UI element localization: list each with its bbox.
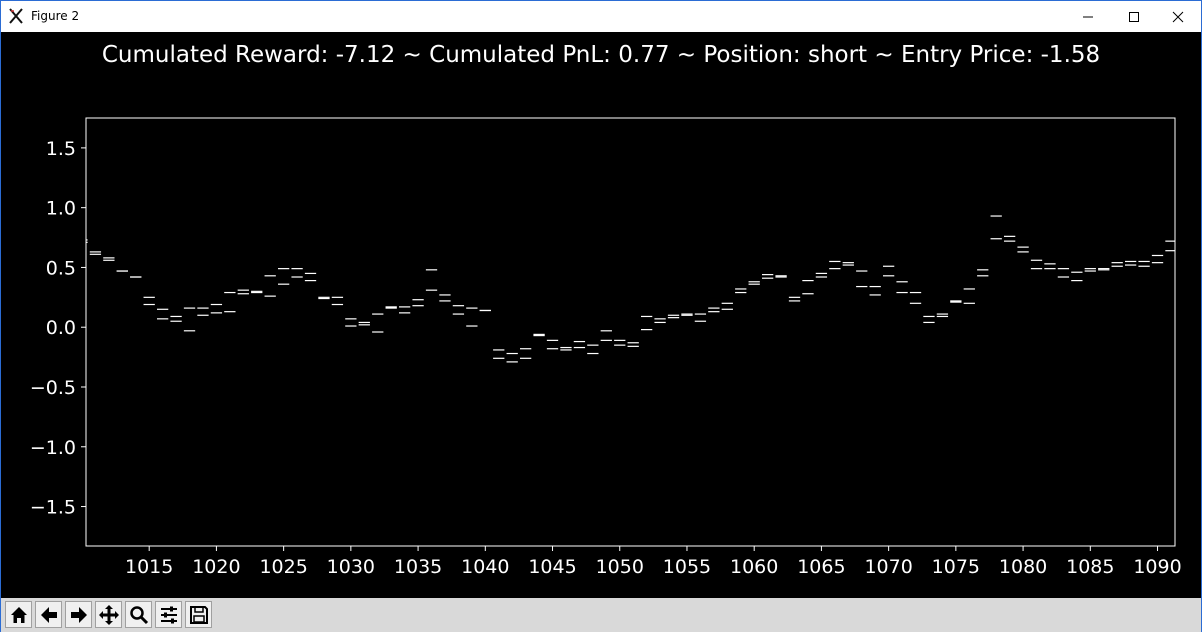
x-tick-label: 1065 (797, 556, 845, 578)
x-tick-label: 1020 (192, 556, 240, 578)
axes-frame (85, 117, 1176, 547)
configure-subplots-button[interactable] (155, 601, 182, 628)
axis-ticks: 1015 1020 1025 1030 1035 1040 1045 1050 1055 1060… (30, 138, 1182, 578)
figure-canvas[interactable]: Cumulated Reward: -7.12 ~ Cumulated PnL:… (1, 32, 1201, 598)
maximize-button[interactable] (1111, 1, 1157, 32)
x-tick-label: 1060 (730, 556, 778, 578)
forward-button[interactable] (65, 601, 92, 628)
window-title: Figure 2 (31, 9, 80, 23)
x-tick-label: 1070 (864, 556, 912, 578)
back-icon (40, 606, 57, 623)
x-tick-label: 1090 (1133, 556, 1181, 578)
close-icon (1172, 11, 1184, 22)
save-button[interactable] (185, 601, 212, 628)
y-tick-label: −0.5 (30, 377, 76, 399)
y-tick-label: −1.0 (30, 437, 76, 459)
pan-icon (98, 604, 119, 625)
y-tick-label: 0.5 (46, 257, 76, 279)
y-tick-label: 1.5 (46, 138, 76, 160)
x-tick-label: 1080 (999, 556, 1047, 578)
figure-title: Cumulated Reward: -7.12 ~ Cumulated PnL:… (102, 42, 1100, 68)
save-icon (189, 605, 208, 624)
zoom-icon (129, 605, 148, 624)
navigation-toolbar (1, 598, 1201, 632)
x-tick-label: 1050 (596, 556, 644, 578)
back-button[interactable] (35, 601, 62, 628)
x-tick-label: 1075 (932, 556, 980, 578)
pan-button[interactable] (95, 601, 122, 628)
minimize-button[interactable] (1065, 1, 1111, 32)
x-tick-label: 1035 (394, 556, 442, 578)
chart[interactable]: Cumulated Reward: -7.12 ~ Cumulated PnL:… (1, 32, 1201, 598)
home-icon (10, 606, 27, 623)
x-tick-label: 1085 (1066, 556, 1114, 578)
matplotlib-app-icon (8, 8, 24, 24)
configure-subplots-icon (160, 606, 177, 623)
x-tick-label: 1055 (663, 556, 711, 578)
title-bar[interactable]: Figure 2 (1, 1, 1201, 32)
close-button[interactable] (1155, 1, 1201, 32)
y-tick-label: −1.5 (30, 497, 76, 519)
y-tick-label: 1.0 (46, 198, 76, 220)
forward-icon (70, 606, 87, 623)
zoom-button[interactable] (125, 601, 152, 628)
x-tick-label: 1015 (125, 556, 173, 578)
minimize-icon (1083, 16, 1093, 17)
x-tick-label: 1040 (461, 556, 509, 578)
maximize-icon (1129, 11, 1139, 22)
x-tick-label: 1025 (259, 556, 307, 578)
x-tick-label: 1045 (528, 556, 576, 578)
price-marks (86, 215, 1175, 363)
home-button[interactable] (5, 601, 32, 628)
x-tick-label: 1030 (327, 556, 375, 578)
y-tick-label: 0.0 (46, 317, 76, 339)
